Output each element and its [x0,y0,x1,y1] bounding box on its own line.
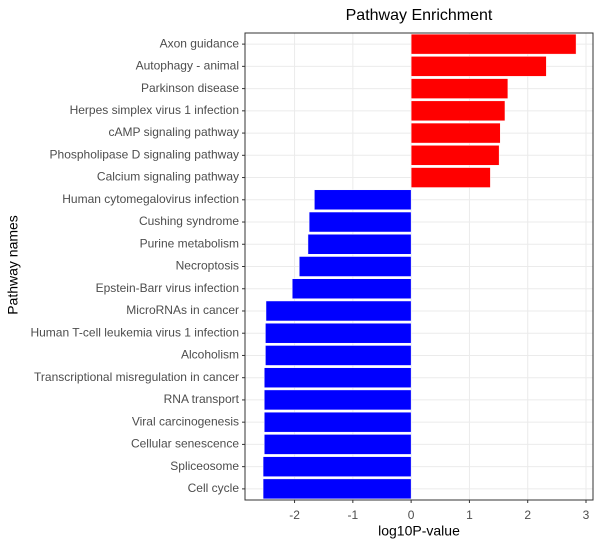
chart-title: Pathway Enrichment [346,7,493,24]
y-tick-label: Cellular senescence [131,437,239,451]
y-tick-label: Human cytomegalovirus infection [62,192,239,206]
y-tick-label: Viral carcinogenesis [132,414,239,428]
bar [314,189,412,211]
y-tick-label: Epstein-Barr virus infection [96,281,239,295]
y-tick-label: Axon guidance [160,36,240,50]
bar [265,300,412,322]
bar [308,211,412,233]
y-tick-label: Human T-cell leukemia virus 1 infection [30,325,239,339]
bar [262,456,412,477]
bar [410,33,577,55]
bar [298,256,412,277]
x-tick-label: 2 [524,508,531,522]
bar [410,56,547,77]
bar [265,345,412,366]
bar [263,434,412,455]
bar [291,278,412,299]
y-tick-label: RNA transport [164,392,240,406]
bar [262,478,412,500]
y-tick-label: Alcoholism [181,348,239,362]
y-tick-label: Herpes simplex virus 1 infection [70,103,239,117]
plot-border [244,32,594,501]
bar [263,411,412,433]
y-tick-label: Transcriptional misregulation in cancer [34,370,239,384]
bar [265,322,412,344]
y-axis-title: Pathway names [5,215,21,315]
y-tick-label: MicroRNAs in cancer [126,303,239,317]
y-tick-label: Cell cycle [188,481,240,495]
y-tick-label: Cushing syndrome [139,214,239,228]
bar [410,122,501,144]
y-tick-label: Spliceosome [170,459,239,473]
bar [263,389,412,411]
x-tick-label: -1 [348,508,359,522]
y-tick-label: Purine metabolism [140,236,239,250]
y-tick-label: Parkinson disease [141,81,239,95]
x-tick-label: 3 [583,508,590,522]
x-tick-label: 1 [466,508,473,522]
bar [263,367,412,388]
y-tick-label: Necroptosis [176,259,239,273]
y-tick-label: cAMP signaling pathway [108,125,239,139]
y-tick-label: Autophagy - animal [136,59,239,73]
bar [410,167,491,188]
bar [410,145,500,166]
bar [410,100,506,122]
y-tick-label: Calcium signaling pathway [97,170,239,184]
bar [307,234,412,255]
bar [410,78,509,99]
x-tick-label: -2 [289,508,300,522]
x-axis-title: log10P-value [378,523,460,539]
x-tick-label: 0 [408,508,415,522]
y-tick-label: Phospholipase D signaling pathway [50,147,239,161]
